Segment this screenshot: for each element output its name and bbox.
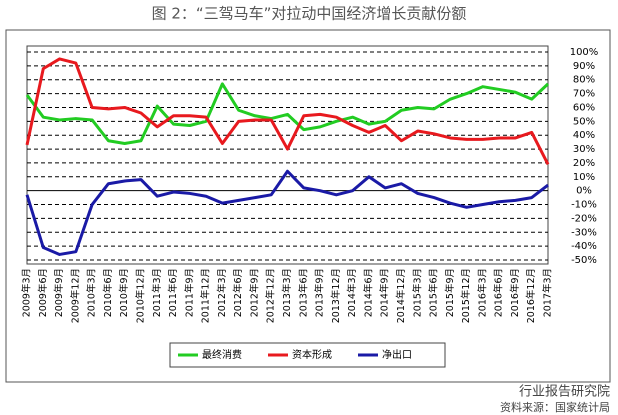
x-tick-label: 2016年6月 xyxy=(493,268,505,317)
y-tick-label: 90% xyxy=(573,61,595,72)
x-tick-label: 2015年12月 xyxy=(460,268,472,323)
x-tick-label: 2010年9月 xyxy=(118,268,130,317)
legend-label: 资本形成 xyxy=(292,348,332,361)
y-tick-label: -20% xyxy=(571,213,597,224)
y-tick-label: 20% xyxy=(573,158,595,169)
x-tick-label: 2016年3月 xyxy=(476,268,488,317)
x-tick-label: 2013年3月 xyxy=(281,268,293,317)
y-tick-label: -10% xyxy=(571,200,597,211)
legend-label: 最终消费 xyxy=(202,348,242,361)
x-tick-label: 2012年6月 xyxy=(232,268,244,317)
x-tick-label: 2009年9月 xyxy=(53,268,65,317)
source-note: 资料来源：国家统计局 xyxy=(500,400,610,414)
y-tick-label: 0% xyxy=(576,186,592,197)
x-tick-label: 2009年3月 xyxy=(21,268,33,317)
x-tick-label: 2013年6月 xyxy=(297,268,309,317)
x-tick-label: 2016年9月 xyxy=(509,268,521,317)
x-tick-label: 2011年12月 xyxy=(200,268,212,323)
legend-box xyxy=(169,342,446,368)
x-tick-label: 2009年12月 xyxy=(69,268,81,323)
y-tick-label: 100% xyxy=(570,47,599,58)
x-tick-label: 2014年12月 xyxy=(395,268,407,323)
series-line xyxy=(25,57,550,166)
legend-label: 净出口 xyxy=(382,348,412,361)
x-tick-label: 2013年12月 xyxy=(330,268,342,323)
y-tick-label: 30% xyxy=(573,144,595,155)
y-tick-label: -50% xyxy=(571,255,597,266)
chart-frame xyxy=(5,29,611,383)
x-tick-label: 2011年6月 xyxy=(167,268,179,317)
y-tick-label: 50% xyxy=(573,116,595,127)
x-tick-label: 2011年3月 xyxy=(151,268,163,317)
x-tick-label: 2009年6月 xyxy=(37,268,49,317)
y-tick-label: 80% xyxy=(573,75,595,86)
y-tick-label: 40% xyxy=(573,130,595,141)
watermark: 行业报告研究院 xyxy=(519,385,610,400)
x-tick-label: 2017年3月 xyxy=(542,268,554,317)
x-tick-label: 2010年3月 xyxy=(86,268,98,317)
x-tick-label: 2010年12月 xyxy=(134,268,146,323)
x-tick-label: 2014年3月 xyxy=(346,268,358,317)
x-tick-label: 2012年3月 xyxy=(216,268,228,317)
x-tick-label: 2011年9月 xyxy=(183,268,195,317)
x-tick-label: 2015年3月 xyxy=(411,268,423,317)
series-line xyxy=(25,169,549,256)
plot-frame xyxy=(26,45,549,265)
x-tick-label: 2012年9月 xyxy=(248,268,260,317)
y-tick-label: -30% xyxy=(571,227,597,238)
chart-title: 图 2：“三驾马车”对拉动中国经济增长贡献份额 xyxy=(152,5,467,23)
x-tick-label: 2010年6月 xyxy=(102,268,114,317)
x-tick-label: 2012年12月 xyxy=(265,268,277,323)
x-tick-label: 2014年6月 xyxy=(362,268,374,317)
series-line xyxy=(25,82,550,146)
y-tick-label: 60% xyxy=(573,102,595,113)
y-tick-label: 70% xyxy=(573,89,595,100)
y-tick-label: -40% xyxy=(571,241,597,252)
x-tick-label: 2015年9月 xyxy=(444,268,456,317)
x-tick-label: 2016年12月 xyxy=(525,268,537,323)
y-tick-label: 10% xyxy=(573,172,595,183)
x-tick-label: 2014年9月 xyxy=(379,268,391,317)
x-tick-label: 2015年6月 xyxy=(428,268,440,317)
x-tick-label: 2013年9月 xyxy=(314,268,326,317)
